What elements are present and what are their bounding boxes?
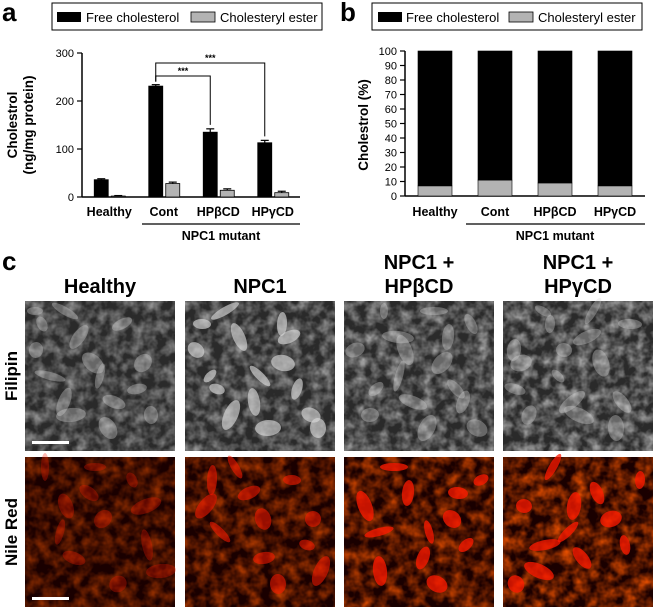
nile-red-micrograph (185, 455, 335, 607)
chart-b-category-label: HPγCD (594, 205, 636, 219)
chart-b-group-label: NPC1 mutant (516, 229, 595, 243)
chart-a-category-label: Healthy (87, 205, 132, 219)
nile-red-micrograph (503, 453, 653, 607)
chart-b-ytick-label: 100 (379, 46, 397, 58)
legend-b-ester-swatch (508, 11, 534, 23)
micrograph-row-heading: Nile Red (2, 498, 21, 566)
micrograph-column-heading: HPβCD (385, 276, 454, 298)
chart-b-bar-segment (597, 50, 633, 187)
micrograph-column-heading: NPC1 + (543, 252, 614, 274)
chart-b-ytick-label: 10 (385, 177, 397, 189)
chart-a-bar (202, 131, 218, 198)
chart-b-bar-segment (417, 185, 453, 197)
legend-a-ester-label: Cholesteryl ester (220, 10, 318, 25)
chart-a-bar (93, 179, 109, 198)
legend-b-free-label: Free cholesterol (406, 10, 499, 25)
chart-b-ylabel: Cholestrol (%) (356, 79, 371, 171)
chart-a-bar (219, 189, 235, 198)
micrograph-column-heading: NPC1 (233, 276, 286, 298)
chart-b-ytick-label: 80 (385, 75, 397, 87)
chart-a-significance-bracket (155, 75, 211, 125)
filipin-micrograph (185, 301, 335, 451)
micrograph-column-heading: Healthy (64, 276, 137, 298)
chart-b-bar-segment (537, 182, 573, 197)
chart-a-significance-label: *** (178, 66, 189, 76)
chart-b: Cholestrol (%) 0 10 20 30 40 50 60 70 80 90 100 Hea… (356, 46, 645, 243)
chart-a-ylabel-line1: Cholestrol (5, 92, 20, 159)
legend-b-ester-label: Cholesteryl ester (538, 10, 636, 25)
chart-a-ylabel-line2: (ng/mg protein) (21, 76, 36, 175)
chart-b-bar-segment (477, 50, 513, 181)
legend-b-free-swatch (378, 12, 402, 22)
panel-c-letter: c (2, 246, 16, 276)
chart-b-bar-segment (597, 185, 633, 197)
chart-b-ytick-label: 60 (385, 104, 397, 116)
chart-b-bar-segment (537, 50, 573, 184)
chart-a-significance-bracket (155, 62, 266, 137)
chart-a-ytick-label: 300 (56, 48, 74, 60)
legend-a: Free cholesterol Cholesteryl ester (51, 2, 323, 31)
chart-a-bar (165, 183, 181, 198)
chart-a-ytick-label: 200 (56, 96, 74, 108)
chart-b-ytick-label: 40 (385, 133, 397, 145)
chart-a-ytick-label: 100 (56, 144, 74, 156)
chart-a-group-label: NPC1 mutant (182, 229, 261, 243)
chart-a-bar (274, 192, 290, 198)
chart-a-significance-label: *** (205, 53, 216, 63)
chart-a-ytick-label: 0 (68, 192, 74, 204)
filipin-micrograph (25, 301, 175, 451)
panel-a-letter: a (2, 0, 17, 27)
legend-a-free-swatch (57, 12, 81, 22)
chart-b-ytick-label: 70 (385, 90, 397, 102)
filipin-micrograph (344, 301, 494, 451)
chart-b-category-label: HPβCD (533, 205, 576, 219)
chart-b-bar-segment (477, 179, 513, 197)
legend-a-free-label: Free cholesterol (86, 10, 179, 25)
scale-bar-filipin (32, 441, 69, 444)
chart-a-category-label: Cont (150, 205, 179, 219)
micrograph-row-heading: Filipin (2, 351, 21, 401)
micrograph-column-heading: NPC1 + (384, 252, 455, 274)
legend-a-ester-swatch (190, 11, 216, 23)
chart-b-ytick-label: 50 (385, 119, 397, 131)
chart-a-category-label: HPβCD (197, 205, 240, 219)
chart-b-category-label: Healthy (412, 205, 457, 219)
chart-a: Cholestrol (ng/mg protein) 0 100 200 300 Hea… (5, 48, 300, 243)
chart-b-ytick-label: 20 (385, 162, 397, 174)
panel-b-letter: b (340, 0, 356, 27)
chart-b-ytick-label: 30 (385, 148, 397, 160)
chart-a-category-label: HPγCD (252, 205, 294, 219)
chart-b-bar-segment (417, 50, 453, 187)
chart-b-ytick-label: 90 (385, 61, 397, 73)
chart-a-bar (110, 195, 126, 198)
chart-a-bar (257, 142, 273, 198)
micrograph-column-heading: HPγCD (544, 276, 612, 298)
nile-red-micrograph (344, 457, 494, 607)
legend-b: Free cholesterol Cholesteryl ester (371, 2, 643, 31)
chart-b-category-label: Cont (481, 205, 510, 219)
chart-a-bar (148, 85, 164, 198)
nile-red-micrograph (25, 453, 176, 607)
filipin-micrograph (503, 297, 653, 451)
chart-b-ytick-label: 0 (391, 191, 397, 203)
scale-bar-nile-red (32, 597, 69, 600)
